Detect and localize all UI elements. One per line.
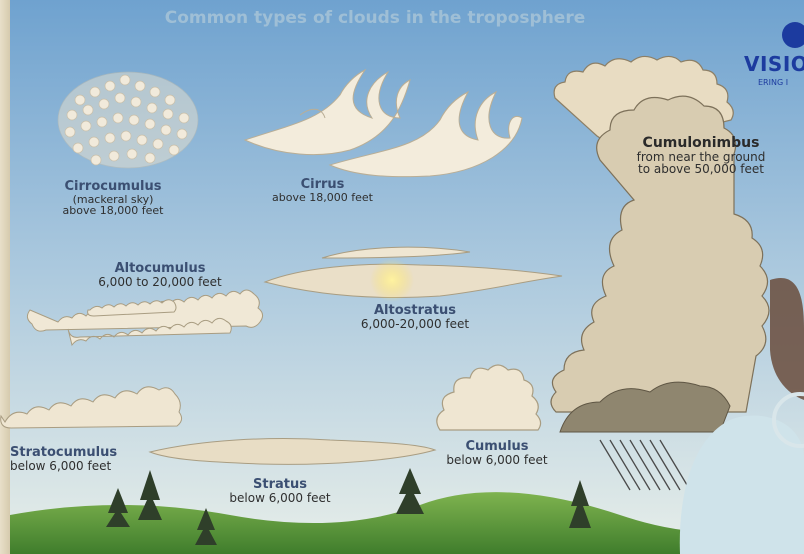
- cloud-name: Altostratus: [373, 303, 456, 318]
- cloud-detail: below 6,000 feet: [446, 452, 548, 467]
- cloud-name: Stratus: [253, 477, 307, 492]
- stratocumulus-cloud: [0, 386, 183, 429]
- label-cumulonimbus: Cumulonimbus from near the ground to abo…: [620, 136, 782, 176]
- cloud-name: Stratocumulus: [10, 445, 118, 460]
- cirrocumulus-cloud: [57, 71, 199, 169]
- poster-frame-left: [0, 0, 12, 554]
- cloud-detail: below 6,000 feet: [229, 490, 331, 505]
- cloud-detail: (mackeral sky): [72, 192, 154, 206]
- trees: [106, 468, 591, 545]
- cloud-detail: 6,000 to 20,000 feet: [98, 274, 222, 289]
- cloud-name: Cirrocumulus: [64, 179, 162, 194]
- cloud-name: Altocumulus: [114, 261, 206, 276]
- cloud-name: Cumulus: [465, 439, 529, 454]
- altocumulus-cloud: [26, 289, 264, 347]
- label-stratocumulus: Stratocumulus below 6,000 feet: [10, 446, 145, 472]
- channel-logo: VISIO ERING I: [744, 22, 804, 92]
- cloud-detail: from near the ground: [636, 149, 766, 164]
- mic-overlay: [772, 392, 804, 448]
- label-cirrocumulus: Cirrocumulus (mackeral sky) above 18,000…: [48, 180, 178, 217]
- altostratus-cloud: [263, 246, 563, 302]
- cumulonimbus-cloud: [550, 55, 770, 491]
- cloud-detail: above 18,000 feet: [272, 190, 373, 204]
- label-altostratus: Altostratus 6,000-20,000 feet: [335, 304, 495, 330]
- presenter-overlay: [679, 415, 804, 554]
- label-cumulus: Cumulus below 6,000 feet: [432, 440, 562, 466]
- rain-lines: [599, 439, 691, 491]
- poster-title: Common types of clouds in the tropospher…: [164, 8, 586, 28]
- presenter-head-overlay: [770, 278, 804, 400]
- cirrus-cloud: [243, 68, 523, 178]
- logo-mark-icon: [782, 22, 804, 48]
- stratus-cloud: [148, 438, 437, 465]
- logo-text: VISIO: [744, 52, 804, 76]
- cloud-name: Cirrus: [300, 177, 345, 192]
- label-stratus: Stratus below 6,000 feet: [215, 478, 345, 504]
- cloud-detail: to above 50,000 feet: [638, 162, 764, 177]
- cumulus-cloud: [436, 364, 542, 431]
- cloud-name: Cumulonimbus: [642, 135, 760, 151]
- cloud-detail: above 18,000 feet: [62, 204, 164, 218]
- label-altocumulus: Altocumulus 6,000 to 20,000 feet: [80, 262, 240, 288]
- cloud-detail: 6,000-20,000 feet: [360, 316, 470, 331]
- label-cirrus: Cirrus above 18,000 feet: [255, 178, 390, 203]
- logo-tagline: ERING I: [758, 78, 789, 87]
- cloud-detail: below 6,000 feet: [10, 458, 112, 473]
